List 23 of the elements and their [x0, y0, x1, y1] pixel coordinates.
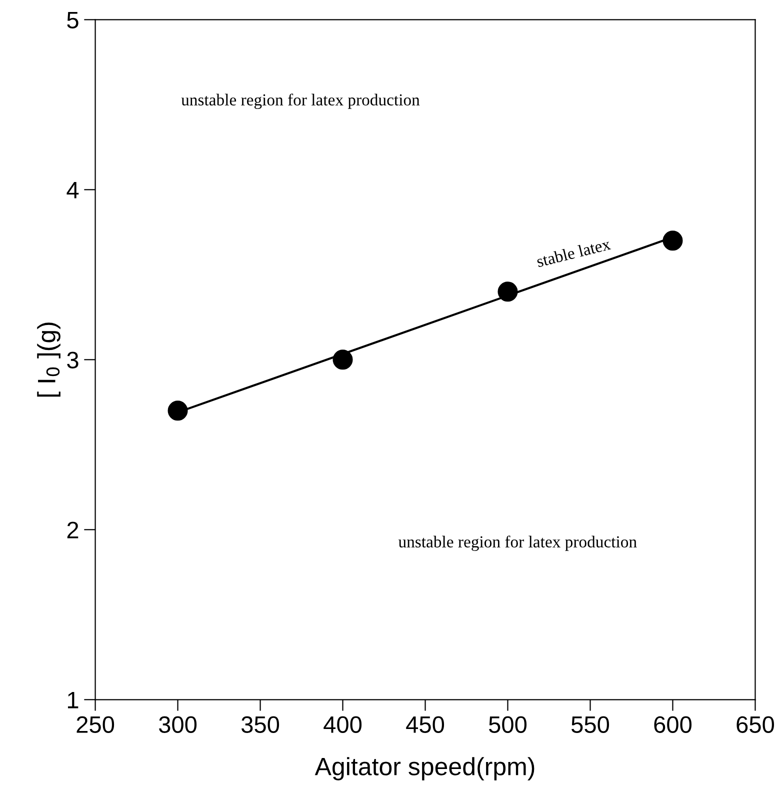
x-tick-label: 500: [488, 716, 527, 733]
x-tick-label: 400: [324, 716, 362, 733]
x-tick-label: 350: [241, 716, 280, 733]
point: [168, 400, 188, 421]
point: [332, 350, 353, 370]
x-tick-label: 300: [158, 716, 197, 733]
y-tick-label: 2: [67, 522, 78, 538]
annotation: stable latex: [536, 238, 612, 268]
annotation: unstable region for latex production: [181, 94, 420, 109]
y-tick-label: 3: [67, 352, 78, 368]
point: [662, 230, 683, 251]
annotation: unstable region for latex production: [398, 536, 637, 551]
y-tick-label: 1: [68, 692, 78, 708]
y-tick-label: 5: [67, 12, 78, 28]
x-tick-label: 600: [654, 716, 692, 733]
y-axis-title: [ I$_{0}$ ](g): [37, 322, 60, 397]
x-tick-label: 650: [736, 716, 774, 733]
x-axis-title: Agitator speed(rpm): [314, 757, 534, 780]
x-tick-label: 550: [571, 716, 610, 733]
x-tick-label: 250: [76, 716, 114, 733]
point: [498, 282, 518, 302]
y-tick-label: 4: [66, 182, 79, 198]
x-tick-label: 450: [406, 716, 444, 733]
